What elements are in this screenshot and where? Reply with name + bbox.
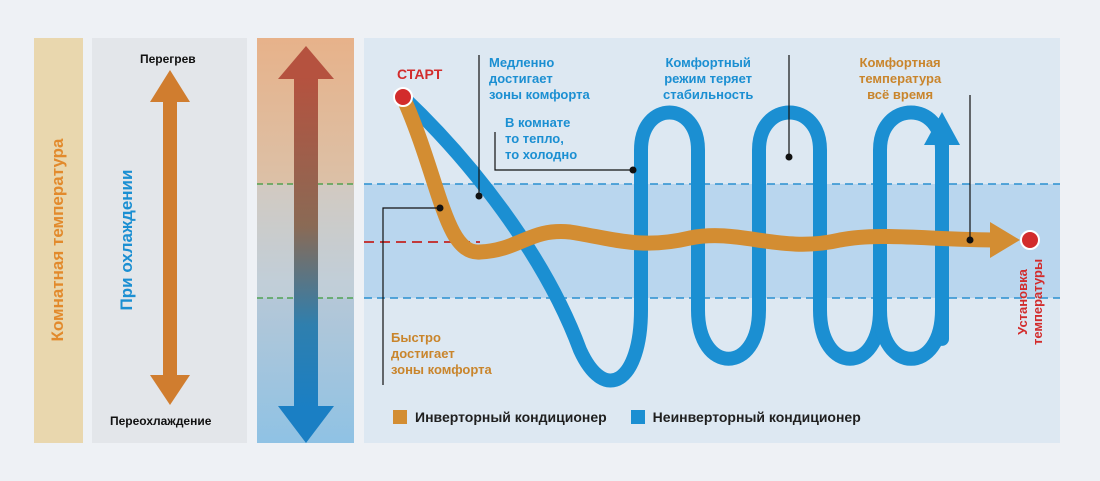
slow-comfort-label: Медленно достигает зоны комфорта — [489, 55, 590, 102]
start-label: СТАРТ — [397, 66, 443, 82]
unstable-comfort-label: Комфортный режим теряет стабильность — [663, 55, 754, 102]
legend-inverter-label: Инверторный кондиционер — [415, 409, 607, 425]
non-inverter-tail — [873, 140, 949, 366]
start-marker — [393, 87, 413, 107]
setpoint-label: Установка температуры — [1015, 258, 1045, 346]
overheat-overcool-arrow — [150, 70, 190, 405]
legend-non-inverter-label: Неинверторный кондиционер — [652, 409, 861, 425]
always-comfort-label: Комфортная температура всё время — [859, 55, 942, 102]
warm-cold-label: В комнате то тепло, то холодно — [505, 115, 578, 162]
overcool-label: Переохлаждение — [110, 414, 212, 428]
overheat-label: Перегрев — [140, 52, 196, 66]
legend-inverter-swatch — [393, 410, 407, 424]
room-temp-panel — [34, 38, 83, 443]
gradient-double-arrow — [278, 46, 334, 443]
callout-warmcold — [494, 132, 633, 171]
non-inverter-curve — [396, 90, 950, 388]
inverter-arrowhead — [990, 222, 1020, 258]
setpoint-marker — [1020, 230, 1040, 250]
callout-fast — [382, 207, 440, 385]
legend-non-inverter-swatch — [630, 410, 645, 424]
legend: Инверторный кондиционер Неинверторный ко… — [393, 409, 861, 425]
inverter-curve — [395, 89, 1008, 260]
non-inverter-arrowhead — [924, 112, 960, 145]
fast-comfort-label: Быстро достигает зоны комфорта — [391, 330, 492, 377]
